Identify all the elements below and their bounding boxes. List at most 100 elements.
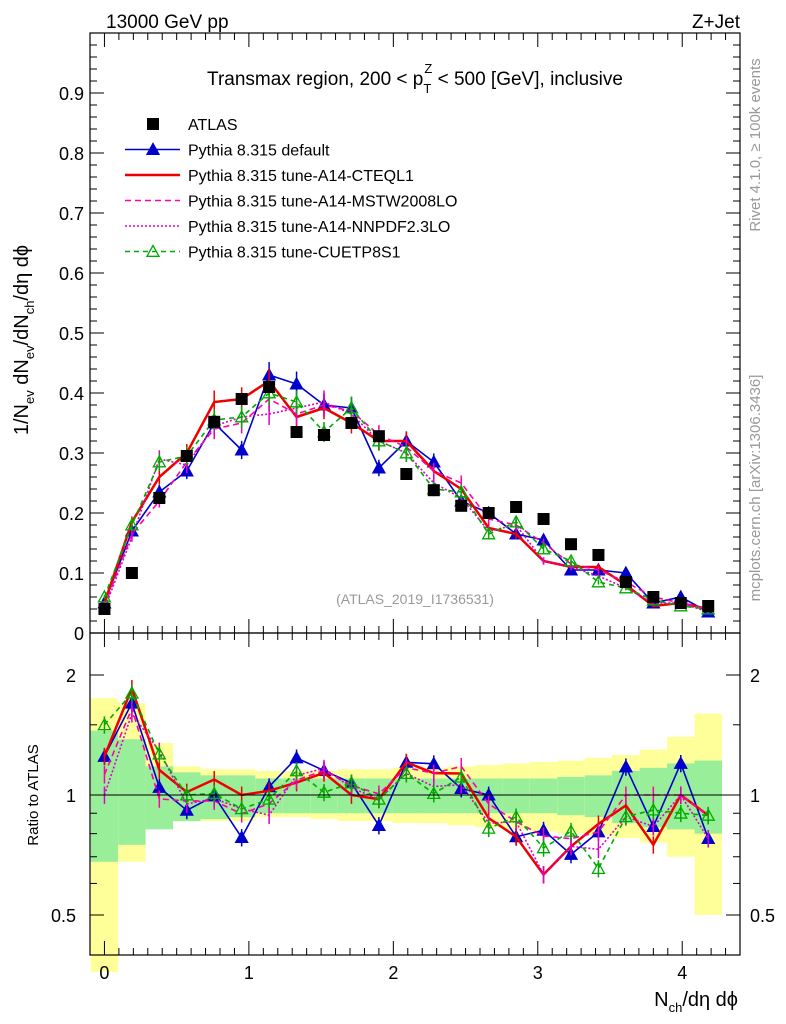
- series-4-ratio-marker: [97, 717, 112, 731]
- ylabel-part-0: 1/N: [11, 404, 33, 435]
- series-4-ratio-marker: [701, 808, 716, 821]
- series-4-marker: [97, 589, 112, 603]
- series-4-ratio-marker: [316, 785, 332, 798]
- y-tick-label: 0.3: [59, 444, 84, 464]
- series-4-marker: [454, 484, 469, 498]
- y-tick-label: 0.8: [59, 144, 84, 164]
- ylabel-part-2: dN: [11, 359, 33, 390]
- ratio-tick-label: 2: [66, 666, 76, 686]
- legend: ATLAS Pythia 8.315 default Pythia 8.315 tu…: [125, 117, 457, 262]
- y-tick-label: 0.6: [59, 264, 84, 284]
- series-4-marker: [563, 553, 579, 567]
- y-tick-label: 0.5: [59, 324, 84, 344]
- series-4-ratio-marker: [124, 685, 139, 699]
- atlas-data-point: [153, 492, 166, 504]
- series-4-ratio-marker: [618, 809, 633, 823]
- chart-title: Transmax region, 200 < pTZ < 500 [GeV], …: [207, 61, 623, 96]
- series-4-ratio-marker: [399, 766, 414, 779]
- series-4-marker: [509, 514, 524, 528]
- legend-label-3: Pythia 8.315 tune-A14-MSTW2008LO: [188, 194, 457, 211]
- series-0-ratio-marker: [673, 756, 688, 769]
- ratio-y-axis-label: Ratio to ATLAS: [25, 744, 42, 845]
- series-4-ratio-marker: [646, 802, 661, 816]
- x-tick-label: 4: [677, 963, 687, 983]
- energy-label: 13000 GeV pp: [106, 12, 229, 33]
- ratio-tick-label-right: 2: [750, 666, 760, 686]
- atlas-data-point: [345, 417, 358, 429]
- ratio-tick-label: 0.5: [51, 906, 76, 926]
- xlabel-part-0: N: [654, 989, 668, 1011]
- series-3-line: [103, 401, 709, 613]
- x-tick-label: 0: [99, 963, 109, 983]
- series-0-marker: [371, 460, 386, 474]
- series-0-ratio-marker: [371, 818, 386, 831]
- y-axis-label: 1/Nev dNev/dNch/dη dϕ: [11, 245, 37, 435]
- atlas-data-point: [455, 499, 468, 512]
- legend-label-1: Pythia 8.315 default: [188, 143, 330, 160]
- ratio-tick-label: 1: [66, 786, 76, 806]
- y-tick-label: 0.7: [59, 204, 84, 224]
- ratio-band-inner: [557, 776, 585, 816]
- ratio-band-inner: [529, 778, 558, 814]
- y-tick-label: 0.9: [59, 84, 84, 104]
- analysis-watermark: (ATLAS_2019_I1736531): [336, 591, 494, 607]
- series-0-marker: [234, 442, 249, 456]
- series-4-ratio-marker: [179, 787, 194, 801]
- xlabel-part-2: /dη dϕ: [682, 989, 738, 1011]
- series-4-marker: [124, 517, 139, 531]
- atlas-data-point: [318, 429, 330, 441]
- atlas-data-point: [647, 591, 660, 603]
- ratio-tick-label-right: 1: [750, 786, 760, 806]
- series-4-ratio-marker: [591, 861, 606, 875]
- ratio-error-band: [90, 698, 722, 972]
- series-0-ratio-marker: [234, 830, 249, 844]
- series-4-ratio-marker: [344, 775, 359, 789]
- process-label: Z+Jet: [692, 12, 741, 33]
- series-4-marker: [481, 526, 496, 540]
- series-4-ratio-marker: [426, 786, 441, 800]
- legend-marker-5: [145, 244, 161, 257]
- legend-label-5: Pythia 8.315 tune-CUETP8S1: [188, 245, 401, 262]
- series-4-marker: [399, 445, 414, 459]
- series-4-marker: [536, 541, 551, 555]
- series-4-ratio-marker: [289, 763, 304, 777]
- legend-label-2: Pythia 8.315 tune-A14-CTEQL1: [188, 168, 414, 185]
- atlas-data-point: [592, 549, 605, 561]
- series-4-ratio-marker: [207, 786, 222, 799]
- series-4-ratio-marker: [371, 791, 386, 805]
- title-sub: T: [423, 81, 431, 96]
- atlas-data-point: [537, 513, 550, 525]
- series-4-marker: [289, 394, 304, 408]
- atlas-data-point: [372, 430, 385, 443]
- atlas-data-point: [400, 468, 413, 480]
- series-3-ratio-line: [103, 711, 709, 876]
- xlabel-part-1: ch: [669, 1000, 683, 1015]
- ylabel-part-4: /dN: [11, 314, 33, 345]
- x-tick-label: 3: [533, 963, 543, 983]
- atlas-data-point: [235, 393, 248, 405]
- ratio-band-inner: [118, 739, 146, 845]
- atlas-data-point: [427, 484, 440, 497]
- series-4-ratio-marker: [234, 801, 249, 815]
- series-4-marker: [152, 454, 167, 468]
- legend-marker-1: [145, 142, 161, 155]
- legend-atlas-marker: [147, 118, 159, 130]
- y-tick-label: 0.4: [59, 384, 84, 404]
- title-pre: Transmax region, 200 < p: [207, 69, 423, 90]
- ratio-tick-label-right: 0.5: [750, 906, 775, 926]
- series-0-ratio-marker: [618, 759, 633, 773]
- atlas-data-point: [125, 567, 138, 579]
- legend-label-4: Pythia 8.315 tune-A14-NNPDF2.3LO: [188, 219, 450, 236]
- ylabel-part-6: /dη dϕ: [11, 245, 33, 301]
- ratio-frame: [89, 632, 741, 956]
- y-tick-label: 0: [74, 624, 84, 644]
- y-tick-label: 0.1: [59, 564, 84, 584]
- atlas-data-point: [180, 450, 193, 462]
- atlas-data-point: [510, 501, 523, 513]
- atlas-data-point: [263, 381, 276, 393]
- ylabel-part-3: ev: [22, 345, 37, 359]
- ylabel-part-1: ev: [22, 390, 37, 404]
- series-4-ratio-marker: [481, 820, 496, 834]
